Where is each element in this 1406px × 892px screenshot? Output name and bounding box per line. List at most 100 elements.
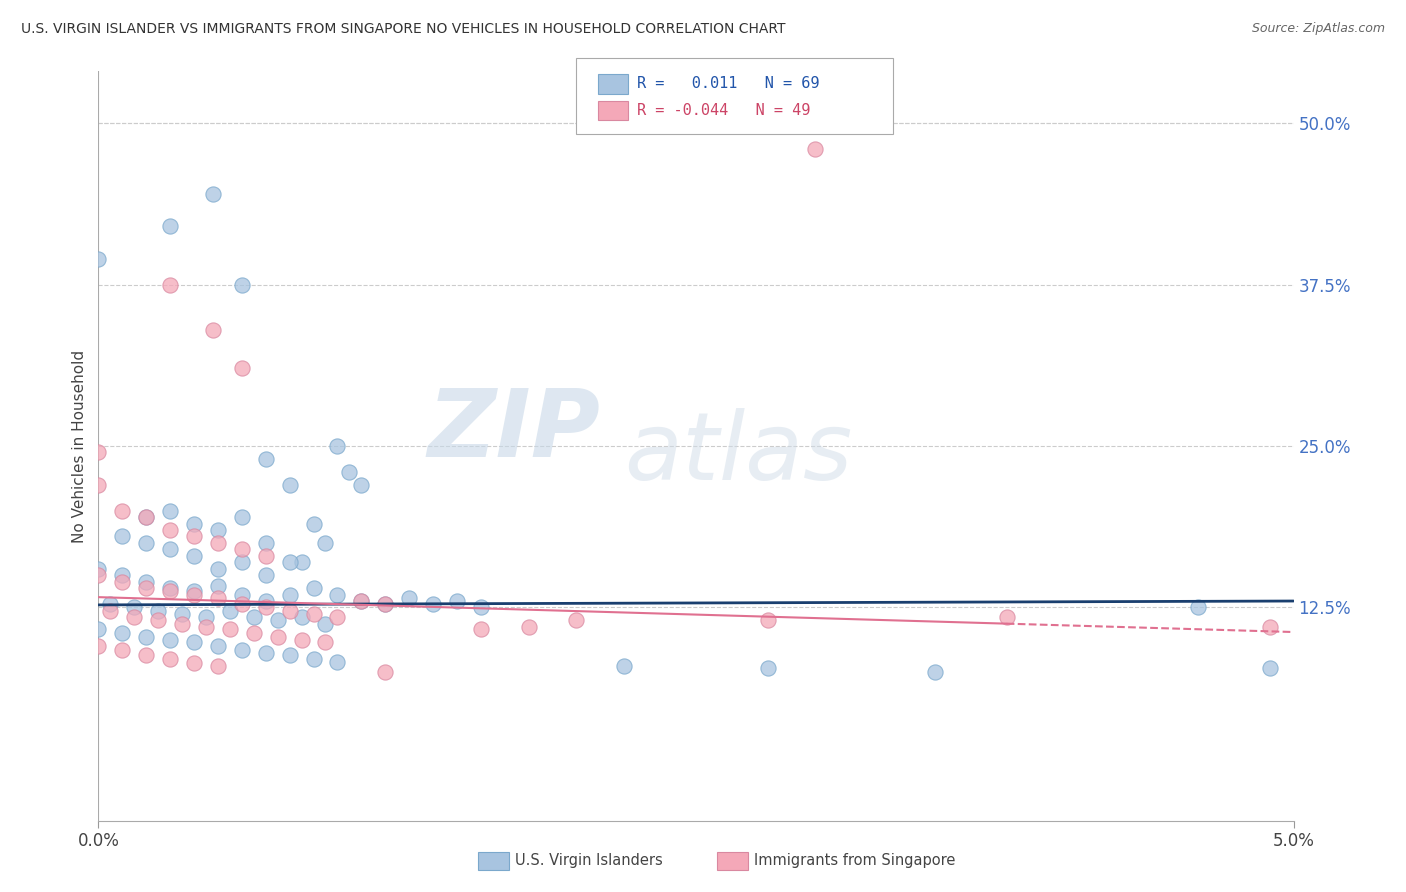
Point [111,529,134,543]
Point [135,536,157,550]
Point [87,623,110,637]
Point [326,655,349,669]
Point [135,574,157,589]
Point [231,555,253,569]
Point [195,620,218,634]
Point [350,477,373,491]
Point [231,643,253,657]
Point [135,648,157,663]
Point [183,588,205,602]
Point [756,614,779,628]
Point [254,600,277,615]
Point [98,604,122,618]
Point [350,594,373,608]
Point [995,609,1018,624]
Point [87,639,110,653]
Point [231,361,253,376]
Text: ZIP: ZIP [427,385,600,477]
Point [470,623,492,637]
Point [159,503,181,517]
Point [326,588,349,602]
Point [350,594,373,608]
Point [183,516,205,531]
Point [183,583,205,598]
Point [87,562,110,576]
Point [207,562,229,576]
Point [804,142,827,156]
Point [207,591,229,606]
Point [254,646,277,660]
Point [111,574,134,589]
Point [756,661,779,675]
Text: R =   0.011   N = 69: R = 0.011 N = 69 [637,77,820,91]
Text: R = -0.044   N = 49: R = -0.044 N = 49 [637,103,810,118]
Point [565,614,588,628]
Point [374,665,396,679]
Text: U.S. Virgin Islanders: U.S. Virgin Islanders [515,854,662,868]
Point [291,632,314,647]
Point [302,652,325,666]
Point [339,465,361,479]
Point [315,617,337,632]
Text: Immigrants from Singapore: Immigrants from Singapore [754,854,955,868]
Point [148,604,170,618]
Point [278,648,301,663]
Text: atlas: atlas [624,408,852,499]
Point [267,630,290,644]
Point [207,578,229,592]
Point [924,665,946,679]
Point [148,614,170,628]
Point [124,600,146,615]
Point [291,555,314,569]
Point [326,439,349,453]
Point [254,594,277,608]
Point [231,277,253,292]
Point [398,591,420,606]
Point [517,620,540,634]
Point [159,581,181,595]
Point [315,536,337,550]
Point [183,529,205,543]
Point [1258,620,1281,634]
Point [207,536,229,550]
Point [124,609,146,624]
Point [159,219,181,234]
Point [87,445,110,459]
Point [87,252,110,266]
Point [315,635,337,649]
Point [135,630,157,644]
Point [172,617,194,632]
Point [111,626,134,640]
Point [219,604,242,618]
Point [243,626,266,640]
Point [278,477,301,491]
Point [374,597,396,611]
Point [159,523,181,537]
Text: U.S. VIRGIN ISLANDER VS IMMIGRANTS FROM SINGAPORE NO VEHICLES IN HOUSEHOLD CORRE: U.S. VIRGIN ISLANDER VS IMMIGRANTS FROM … [21,22,786,37]
Text: Source: ZipAtlas.com: Source: ZipAtlas.com [1251,22,1385,36]
Point [111,643,134,657]
Point [172,607,194,621]
Point [159,632,181,647]
Point [326,609,349,624]
Point [470,600,492,615]
Point [195,609,218,624]
Point [159,542,181,557]
Point [243,609,266,624]
Point [278,555,301,569]
Point [374,597,396,611]
Point [231,510,253,524]
Point [302,581,325,595]
Point [446,594,468,608]
Point [302,607,325,621]
Point [111,568,134,582]
Point [202,187,225,202]
Point [613,658,636,673]
Point [159,277,181,292]
Point [87,568,110,582]
Point [231,597,253,611]
Y-axis label: No Vehicles in Household: No Vehicles in Household [72,350,87,542]
Point [1187,600,1209,615]
Point [267,614,290,628]
Point [278,588,301,602]
